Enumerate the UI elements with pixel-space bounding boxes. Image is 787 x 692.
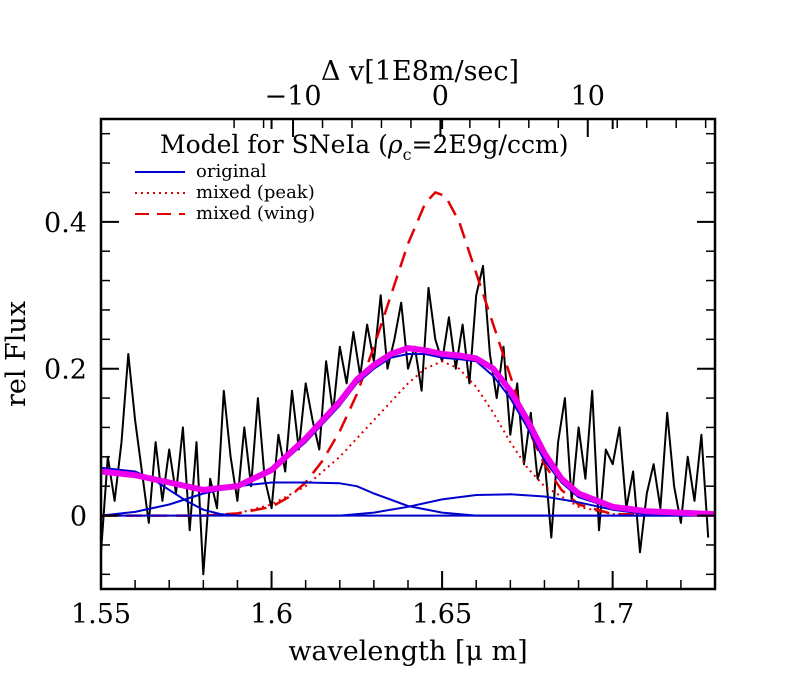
chart-title-rho: ρ xyxy=(387,130,403,159)
x-tick-label: 1.55 xyxy=(71,599,131,630)
series-observed xyxy=(101,264,710,576)
legend-label-mixed-wing: mixed (wing) xyxy=(196,203,315,224)
top-tick-label: 0 xyxy=(432,81,449,112)
legend-label-original: original xyxy=(196,161,267,182)
x-tick-label: 1.65 xyxy=(412,599,472,630)
top-axis-title: Δ v[1E8m/sec] xyxy=(321,56,519,87)
top-tick-label: 10 xyxy=(571,81,605,112)
series-total xyxy=(101,345,715,518)
x-tick-label: 1.6 xyxy=(250,599,293,630)
top-axis-rest: v[1E8m/sec] xyxy=(340,56,519,87)
chart-title-sub: c xyxy=(403,145,412,164)
legend-label-mixed-peak: mixed (peak) xyxy=(196,182,315,203)
ticks-layer: 1.55 1.6 1.65 1.7 0 0.2 0.4 −10 0 10 xyxy=(44,81,716,630)
x-axis-label: wavelength [ xyxy=(288,636,465,667)
series-mixed-peak xyxy=(101,360,715,517)
top-axis-delta: Δ xyxy=(321,56,341,87)
y-tick-label: 0.4 xyxy=(44,208,87,239)
y-tick-label: 0 xyxy=(70,502,87,533)
y-axis-title: rel Flux xyxy=(1,301,32,407)
x-tick-label: 1.7 xyxy=(591,599,634,630)
chart-title: Model for SNeIa (ρc=2E9g/ccm) xyxy=(160,130,568,164)
x-axis-title: wavelength [μ m] xyxy=(288,636,527,667)
series-layer xyxy=(101,191,715,576)
series-original-comp2 xyxy=(101,481,715,517)
x-axis-label-rest: m] xyxy=(483,636,528,667)
chart-title-rest: =2E9g/ccm) xyxy=(412,130,569,159)
top-tick-label: −10 xyxy=(265,81,322,112)
series-mixed-wing xyxy=(101,191,715,517)
x-axis-mu: μ xyxy=(465,636,483,667)
y-tick-label: 0.2 xyxy=(44,355,87,386)
chart-title-main: Model for SNeIa ( xyxy=(160,130,388,159)
legend: original mixed (peak) mixed (wing) xyxy=(135,161,315,224)
